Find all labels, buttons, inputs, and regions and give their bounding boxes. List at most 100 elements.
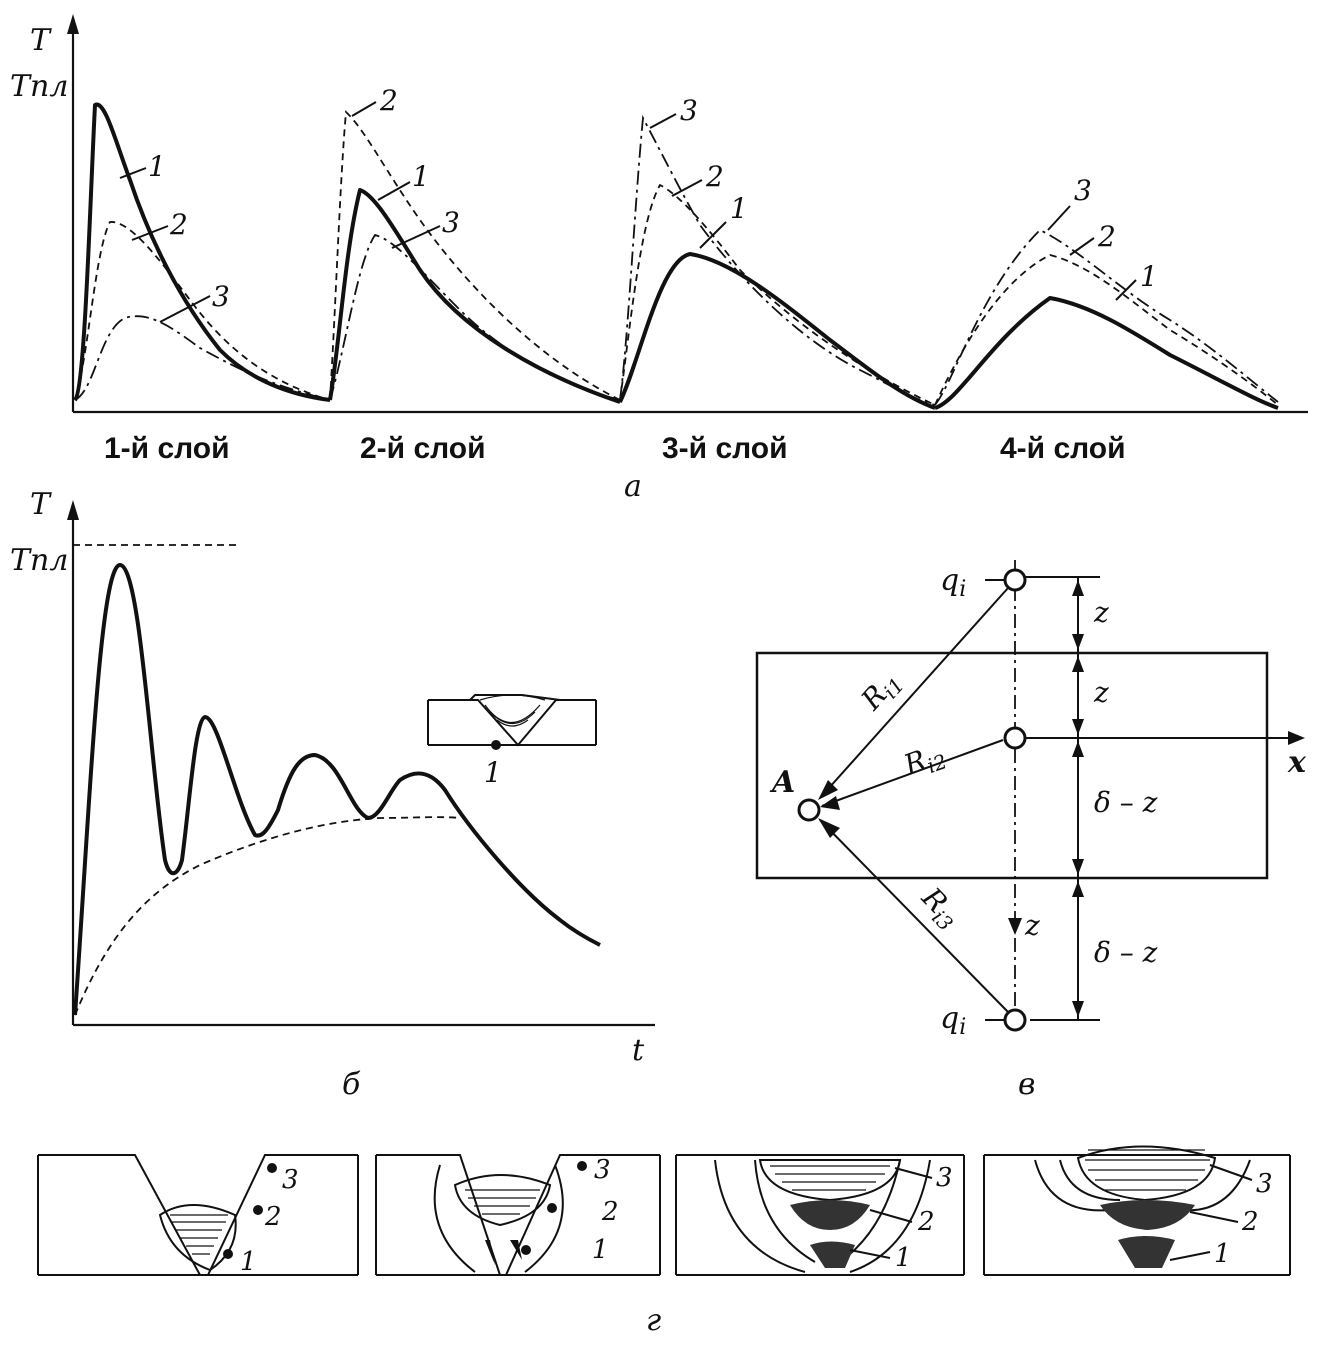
panel-b-inset-label: 1 xyxy=(484,756,502,789)
panel-g-dot-1-1 xyxy=(223,1249,233,1259)
panel-g-hatch-2 xyxy=(465,1189,540,1215)
panel-v-dim-arrow-5 xyxy=(1072,741,1084,757)
panel-v-dim-arrow-1 xyxy=(1072,580,1084,596)
panel-g-isotherm-3 xyxy=(714,1159,931,1273)
panel-v-source-top xyxy=(1003,568,1027,592)
panel-v-dz-1: δ – z xyxy=(1094,786,1158,819)
panel-v-r1-arrow xyxy=(818,780,838,800)
panel-a-leader-1c xyxy=(699,221,727,249)
panel-a-label-1d: 1 xyxy=(1140,260,1158,293)
panel-b-inset-point xyxy=(491,740,501,750)
panel-g-caption: г xyxy=(646,1303,661,1338)
panel-g-bead-2 xyxy=(453,1174,552,1227)
panel-g-label-1-2: 2 xyxy=(264,1202,282,1232)
panel-g-label-2-2: 2 xyxy=(601,1197,619,1227)
svg-text:Ri2: Ri2 xyxy=(899,737,950,786)
panel-g-leader-4-2 xyxy=(1189,1211,1239,1223)
panel-v-r2-line xyxy=(821,739,1004,807)
panel-b-t-label: T xyxy=(30,487,52,522)
panel-v-q-bottom: qi xyxy=(940,1001,966,1040)
panel-a-label-2a: 2 xyxy=(169,208,188,241)
panel-v-r3-line xyxy=(819,819,1009,1013)
panel-v-z-2: z xyxy=(1093,676,1109,709)
panel-g-leader-3-3 xyxy=(894,1167,933,1179)
panel-g-root-2 xyxy=(485,1240,522,1265)
panel-v-dim-arrow-7 xyxy=(1072,881,1084,897)
panel-v-source-mid xyxy=(1003,726,1027,750)
panel-g-plate-4 xyxy=(983,1154,1291,1276)
panel-g-label-1-3: 3 xyxy=(282,1165,299,1195)
panel-g-hatch-3-top xyxy=(770,1165,890,1191)
svg-text:Ri1: Ri1 xyxy=(854,664,909,719)
panel-b-tmelt-label: Tпл xyxy=(10,543,68,578)
panel-g-label-3-3: 3 xyxy=(936,1163,953,1193)
panel-v-dim-arrow-8 xyxy=(1072,1001,1084,1017)
panel-b-t-axis-label: t xyxy=(632,1033,645,1068)
panel-g-label-3-1: 1 xyxy=(895,1243,912,1273)
panel-a-curve-2 xyxy=(74,110,1279,406)
panel-v-r3-label: Ri3 xyxy=(915,880,958,935)
panel-a-label-3d: 3 xyxy=(1074,174,1092,207)
panel-v-a-label: A xyxy=(769,765,795,800)
panel-a-curve-1 xyxy=(73,102,1279,410)
panel-a-label-2d: 2 xyxy=(1097,220,1116,253)
panel-g-dot-1-2 xyxy=(253,1205,263,1215)
panel-a-label-1a: 1 xyxy=(148,150,166,183)
panel-g-bead-1 xyxy=(158,1204,237,1272)
panel-v-plate xyxy=(755,651,1269,880)
panel-a-leader-2b xyxy=(351,101,377,117)
panel-v-dim-arrow-3 xyxy=(1072,656,1084,672)
panel-g-leader-3-1 xyxy=(849,1249,891,1259)
panel-a-caption: а xyxy=(624,469,642,504)
panel-v-z-down-arrow xyxy=(1008,918,1022,935)
panel-b-inset-beads xyxy=(479,694,546,727)
panel-b-envelope xyxy=(74,816,461,1016)
panel-g-leader-3-2 xyxy=(869,1209,913,1223)
panel-g-bead-4-top xyxy=(1076,1145,1217,1202)
panel-g-section-1: 1 2 3 xyxy=(37,1154,359,1277)
panel-g-label-3-2: 2 xyxy=(917,1207,935,1237)
panel-a-curve-3 xyxy=(74,114,1279,406)
panel-v: qi qi A Ri1 Ri2 Ri3 x z xyxy=(755,560,1307,1102)
panel-g-plate-1 xyxy=(37,1154,359,1276)
panel-g-section-3: 1 2 3 xyxy=(675,1154,965,1276)
panel-g: 1 2 3 1 2 3 1 2 3 xyxy=(37,1145,1291,1338)
panel-b: T Tпл t 1 б xyxy=(10,487,655,1102)
panel-a-layer-3: 3-й слой xyxy=(662,432,788,465)
panel-v-dz-2: δ – z xyxy=(1094,936,1158,969)
panel-a-leader-1d xyxy=(1115,279,1137,301)
panel-g-label-4-3: 3 xyxy=(1256,1169,1273,1199)
panel-a-label-3b: 3 xyxy=(442,206,460,239)
panel-a-label-2b: 2 xyxy=(379,84,398,117)
panel-g-bead-4-root xyxy=(1118,1236,1175,1268)
panel-a: T Tпл 1 2 3 2 1 3 3 2 1 3 2 1 1-й слой xyxy=(10,14,1308,504)
panel-v-caption: в xyxy=(1018,1067,1035,1102)
panel-b-inset: 1 xyxy=(427,694,597,789)
panel-g-leader-4-3 xyxy=(1209,1164,1253,1181)
panel-v-q-top: qi xyxy=(940,563,966,602)
panel-g-isotherm-2 xyxy=(433,1164,564,1273)
panel-a-layer-4: 4-й слой xyxy=(1000,432,1126,465)
panel-v-source-bottom xyxy=(1003,1008,1027,1032)
panel-a-layer-1: 1-й слой xyxy=(104,432,230,465)
panel-a-label-3c: 3 xyxy=(680,94,698,127)
panel-v-dim-arrow-6 xyxy=(1072,859,1084,875)
panel-g-section-2: 1 2 3 xyxy=(375,1154,661,1276)
panel-a-leader-3a xyxy=(159,295,211,323)
panel-a-leader-2a xyxy=(131,225,169,241)
panel-g-dot-1-3 xyxy=(267,1163,277,1173)
panel-b-inset-top xyxy=(469,694,561,701)
panel-g-dot-2-2 xyxy=(547,1203,557,1213)
panel-v-z-1: z xyxy=(1093,596,1109,629)
panel-g-dot-2-3 xyxy=(577,1161,587,1171)
panel-a-leader-2c xyxy=(671,179,703,197)
panel-g-bead-3-top xyxy=(758,1159,902,1202)
panel-v-r1-line xyxy=(819,587,1009,799)
panel-a-leader-3b xyxy=(391,225,441,249)
panel-g-dot-2-1 xyxy=(521,1245,531,1255)
panel-a-label-3a: 3 xyxy=(212,280,230,313)
panel-a-leader-1b xyxy=(377,181,411,201)
panel-g-label-4-1: 1 xyxy=(1214,1239,1231,1269)
panel-a-tmelt-label: Tпл xyxy=(10,69,68,104)
